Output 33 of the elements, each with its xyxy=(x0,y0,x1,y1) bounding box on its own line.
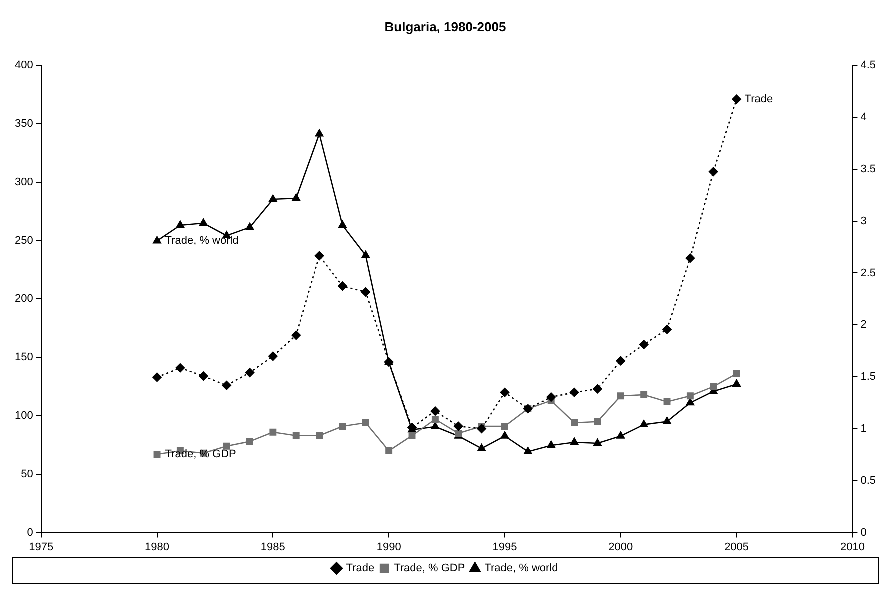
x-tick-label: 1985 xyxy=(260,541,286,554)
y-tick-label: 200 xyxy=(14,293,34,306)
y-tick-label: 400 xyxy=(14,60,34,72)
y2-tick-label: 1.5 xyxy=(860,371,876,384)
y2-tick-label: 3.5 xyxy=(860,163,876,176)
y2-tick-label: 4.5 xyxy=(860,60,876,72)
x-tick-label: 2000 xyxy=(608,541,634,554)
x-tick-label: 1995 xyxy=(492,541,518,554)
legend-label: Trade xyxy=(346,562,375,575)
y-tick-label: 100 xyxy=(14,410,34,422)
legend-label: Trade, % GDP xyxy=(394,562,466,575)
text: Trade, % world xyxy=(165,235,239,248)
y-tick-label: 300 xyxy=(14,176,34,188)
y-tick-label: 150 xyxy=(14,352,34,364)
x-tick-label: 1975 xyxy=(29,541,54,554)
y2-tick-label: 1 xyxy=(860,423,867,436)
y2-tick-label: 2.5 xyxy=(860,267,876,280)
x-tick-label: 1990 xyxy=(376,541,402,554)
x-tick-label: 1980 xyxy=(145,541,170,554)
y-tick-label: 350 xyxy=(14,118,34,130)
y-tick-label: 250 xyxy=(14,234,34,247)
y2-tick-label: 0.5 xyxy=(860,474,876,487)
x-tick-label: 2010 xyxy=(840,541,865,554)
y2-tick-label: 2 xyxy=(860,319,867,332)
y2-tick-label: 3 xyxy=(860,215,867,228)
y-tick-label: 50 xyxy=(21,468,34,480)
text: Trade xyxy=(744,94,774,106)
chart-title: Bulgaria, 1980-2005 xyxy=(384,19,506,34)
y2-tick-label: 0 xyxy=(860,526,867,539)
x-tick-label: 2005 xyxy=(724,541,750,554)
y-tick-label: 0 xyxy=(27,526,34,539)
y2-tick-label: 4 xyxy=(860,112,867,124)
legend-label: Trade, % world xyxy=(484,562,558,575)
